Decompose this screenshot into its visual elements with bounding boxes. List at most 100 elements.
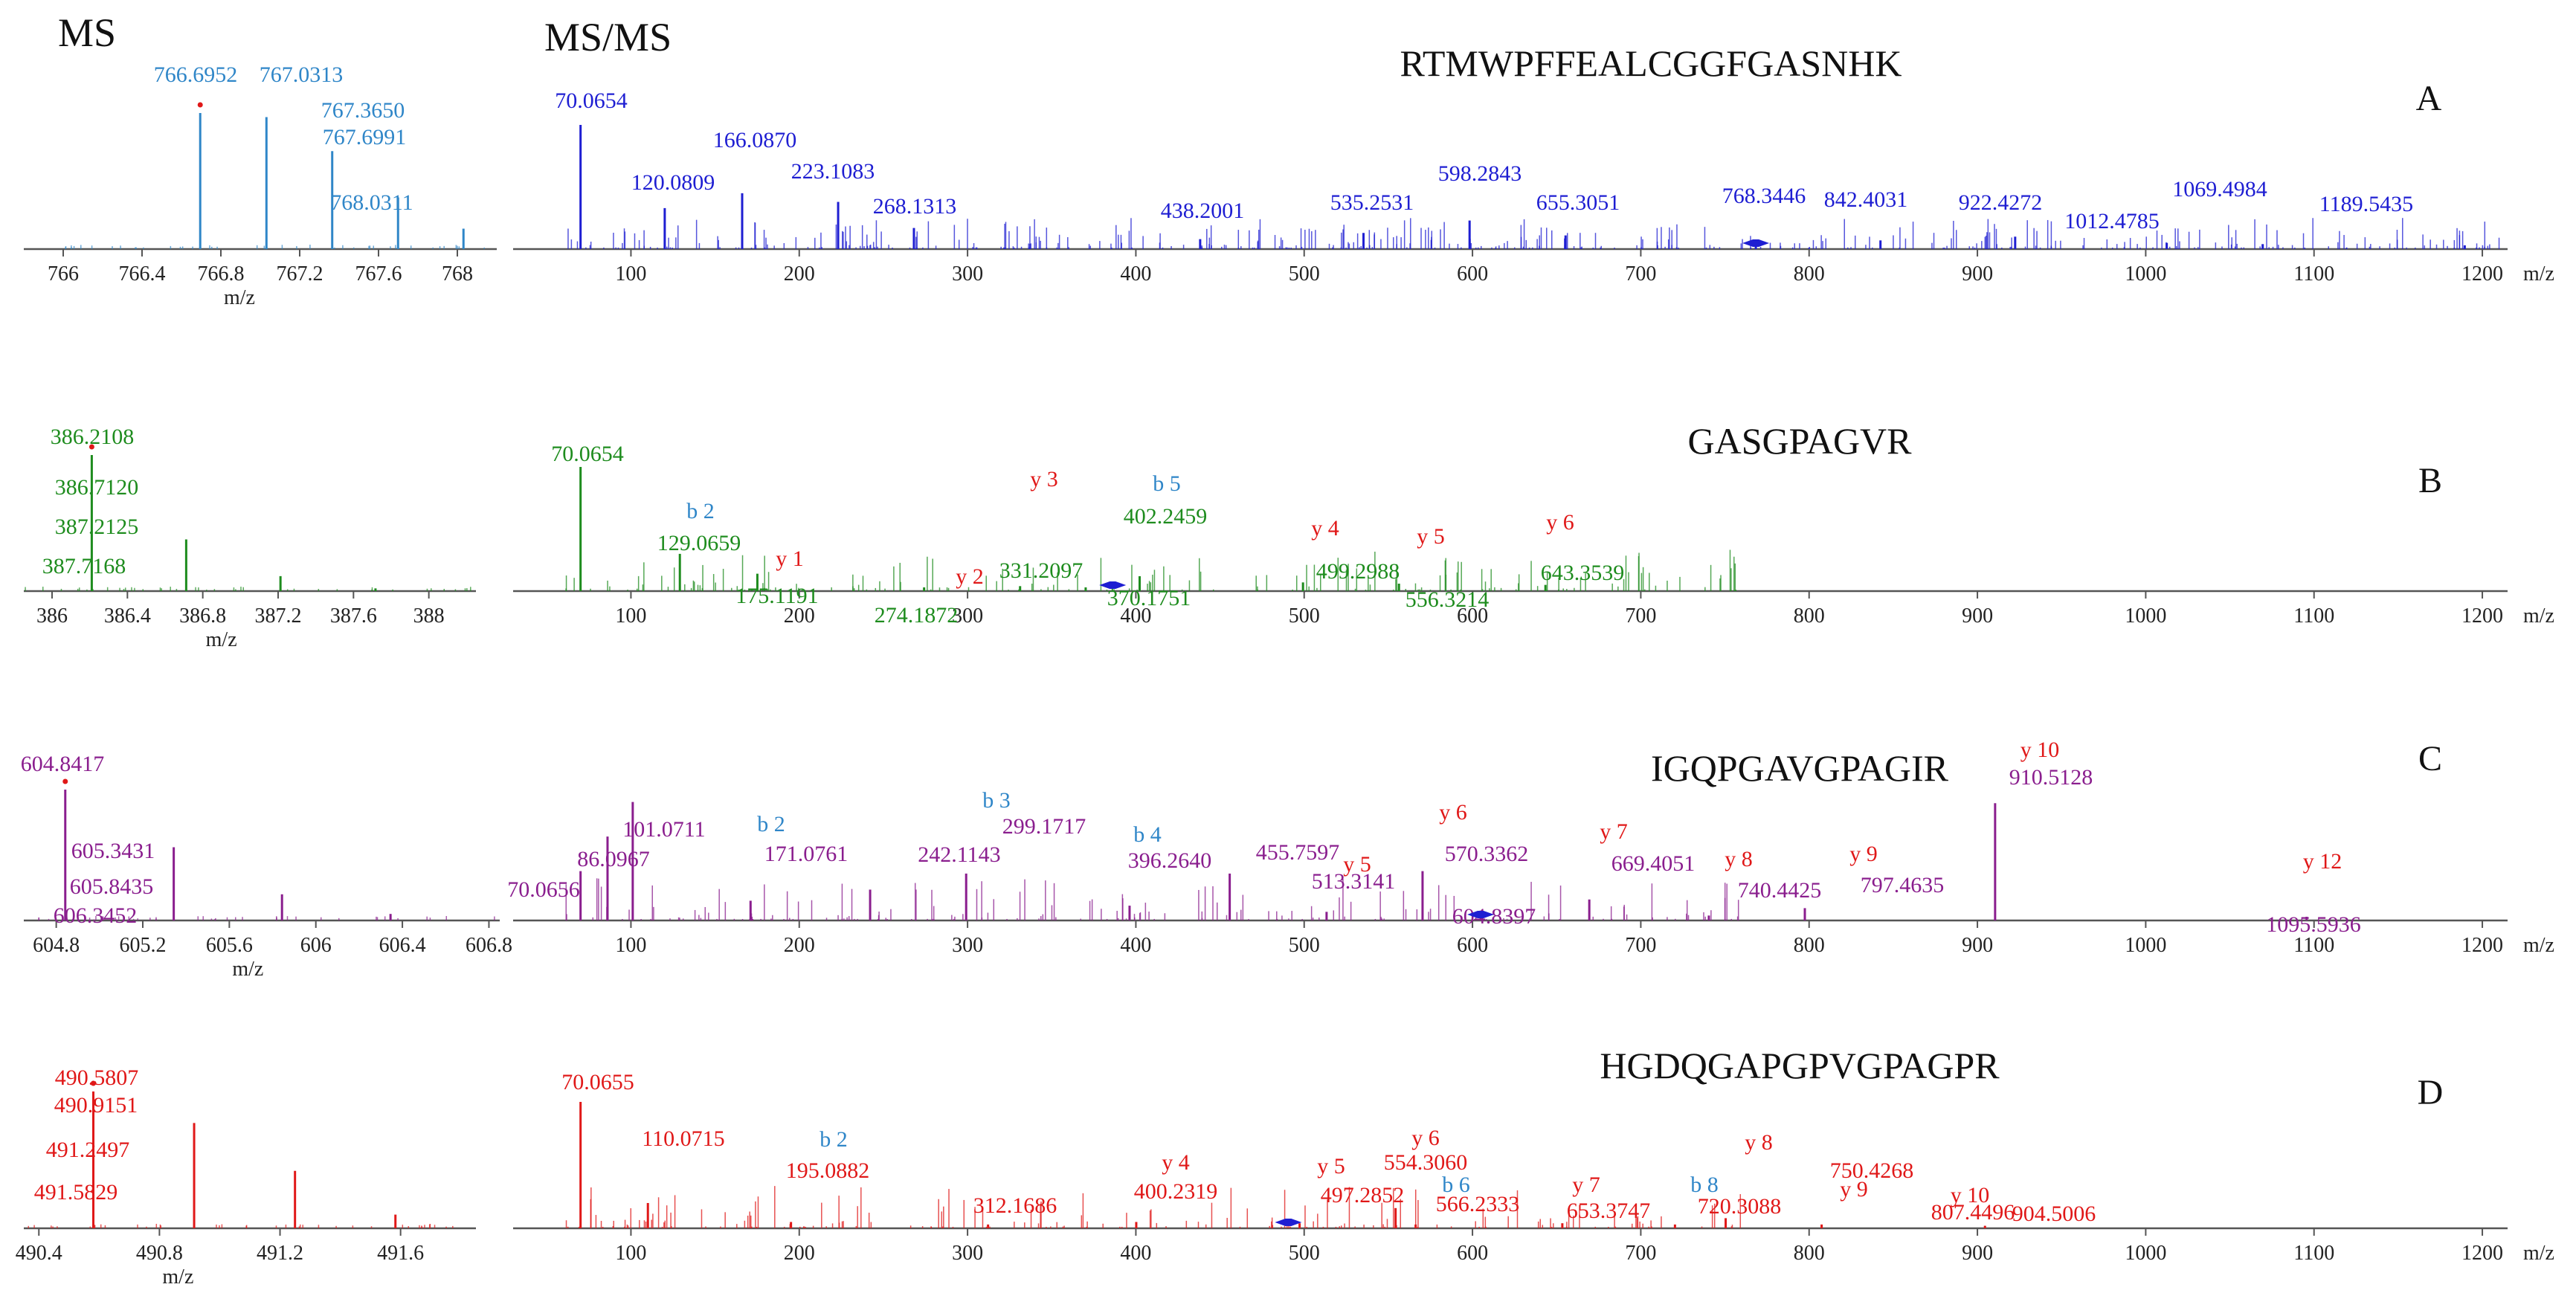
C-msms-peak-label: 396.2640: [1128, 848, 1212, 873]
D-ion-annotation: b 8: [1690, 1173, 1719, 1197]
C-msms-peak-label: 70.0656: [507, 877, 580, 902]
A-msms-peak-label: 1012.4785: [2064, 209, 2160, 233]
A-msms-tick-label: 200: [784, 262, 815, 286]
A-msms-tick-label: 700: [1625, 262, 1656, 286]
panel-C-msms: 100 200 300 400 500 600 700 800 900 1000 1100 1200 m…: [507, 738, 2554, 957]
D-ms-peak-label: 490.9151: [54, 1093, 138, 1118]
C-msms-tick-label: 600: [1457, 934, 1488, 957]
C-ion-annotation: y 7: [1600, 819, 1628, 844]
C-ms-xlabel: m/z: [232, 958, 263, 981]
A-msms-tick-label: 600: [1457, 262, 1488, 286]
C-ms-tick-label: 606.4: [379, 934, 426, 957]
D-ms-xlabel: m/z: [162, 1265, 193, 1289]
C-msms-tick-label: 500: [1289, 934, 1320, 957]
C-ion-annotation: y 9: [1849, 842, 1878, 866]
B-ms-xlabel: m/z: [206, 628, 237, 651]
A-msms-peak-label: 655.3051: [1536, 190, 1620, 215]
D-ion-annotation: y 4: [1162, 1150, 1190, 1175]
B-ion-annotation: y 4: [1311, 516, 1339, 541]
A-msms-peak-label: 535.2531: [1330, 190, 1414, 215]
A-ms-tick-label: 766.4: [119, 262, 166, 286]
A-ms-peak-label: 766.6952: [154, 62, 238, 87]
B-ms-peak-label: 387.2125: [55, 515, 139, 539]
B-msms-tick-label: 1000: [2125, 604, 2166, 628]
A-msms-peak-label: 268.1313: [873, 194, 957, 219]
C-ion-annotation: y 12: [2303, 849, 2342, 874]
A-msms-peak-label: 70.0654: [555, 88, 628, 113]
D-msms-peak-label: 400.2319: [1134, 1179, 1218, 1204]
B-msms-tick-label: 400: [1120, 604, 1151, 628]
A-ms-xlabel: m/z: [224, 286, 255, 309]
C-msms-tick-label: 1100: [2293, 934, 2334, 957]
B-msms-peak-label: 556.3214: [1405, 587, 1490, 612]
B-msms-peak-label: 499.2988: [1316, 559, 1400, 584]
C-ion-annotation: b 2: [757, 812, 785, 836]
C-msms-tick-label: 1200: [2461, 934, 2503, 957]
D-msms-peak-label: 720.3088: [1698, 1194, 1782, 1219]
A-msms-tick-label: 1200: [2461, 262, 2503, 286]
panel-B-ms: 386 386.4 386.8 387.2 387.6 388 m/z 386.2108 386…: [24, 425, 476, 651]
D-msms-peak-label: 904.5006: [2012, 1202, 2096, 1226]
B-msms-tick-label: 1200: [2461, 604, 2503, 628]
panel-A-ms: 766 766.4 766.8 767.2 767.6 768 m/z 766.6952 767…: [24, 62, 497, 309]
C-msms-peak-label: 1095.5936: [2266, 912, 2361, 937]
D-ms-peak-label: 491.5829: [34, 1180, 118, 1204]
B-msms-peak-label: 70.0654: [551, 442, 624, 466]
panel-letter-D: D: [2418, 1073, 2444, 1112]
panel-B-msms: 100 200 300 400 500 600 700 800 900 1000 1100 1200 m…: [513, 420, 2554, 628]
D-ion-annotation: b 6: [1442, 1173, 1470, 1197]
B-msms-xlabel: m/z: [2523, 604, 2554, 628]
B-ms-tick-label: 387.2: [255, 604, 302, 628]
D-msms-peak-label: 312.1686: [973, 1193, 1057, 1218]
B-msms-peak-label: 331.2097: [999, 558, 1083, 583]
C-msms-tick-label: 100: [615, 934, 646, 957]
D-msms-tick-label: 500: [1289, 1242, 1320, 1265]
B-msms-tick-label: 1100: [2293, 604, 2334, 628]
A-ms-peak-label: 767.6991: [323, 125, 407, 149]
C-msms-peak-label: 171.0761: [764, 842, 849, 866]
D-msms-tick-label: 600: [1457, 1242, 1488, 1265]
D-msms-peak-label: 497.2852: [1321, 1183, 1405, 1207]
A-msms-peak-label: 1189.5435: [2319, 192, 2413, 216]
C-msms-peak-label: 299.1717: [1002, 814, 1086, 839]
A-ms-peak-label: 767.3650: [321, 98, 405, 123]
B-msms-peak-label: 402.2459: [1124, 504, 1208, 529]
D-msms-peak-label: 195.0882: [786, 1158, 870, 1183]
D-ion-annotation: y 6: [1411, 1126, 1440, 1150]
panel-letter-A: A: [2416, 79, 2442, 118]
A-precursor-marker: [1742, 239, 1770, 247]
C-msms-peak-label: 910.5128: [2009, 765, 2093, 790]
D-ms-tick-label: 490.4: [16, 1242, 62, 1265]
C-ms-peak-label: 606.3452: [54, 903, 138, 928]
D-ion-annotation: y 10: [1951, 1183, 1990, 1207]
D-msms-tick-label: 100: [615, 1242, 646, 1265]
C-ion-annotation: y 6: [1439, 800, 1467, 825]
panel-A-msms: 100 200 300 400 500 600 700 800 900 1000 1100 1200 m…: [513, 42, 2554, 286]
C-ms-peak-label: 604.8417: [21, 752, 105, 776]
B-msms-peak-label: 370.1751: [1107, 586, 1191, 610]
C-msms-xlabel: m/z: [2523, 934, 2554, 957]
C-ms-tick-label: 605.6: [206, 934, 253, 957]
D-msms-peak-label: 566.2333: [1436, 1192, 1520, 1216]
C-msms-tick-label: 900: [1962, 934, 1993, 957]
D-ion-annotation: b 2: [820, 1127, 848, 1152]
A-msms-tick-label: 1000: [2125, 262, 2166, 286]
C-msms-peak-label: 455.7597: [1256, 840, 1340, 865]
C-ms-tick-label: 606.8: [466, 934, 512, 957]
C-ion-annotation: b 4: [1133, 822, 1162, 847]
B-msms-tick-label: 500: [1289, 604, 1320, 628]
A-msms-peak-label: 223.1083: [791, 159, 875, 184]
C-msms-peak-label: 513.3141: [1312, 869, 1396, 894]
B-precursor-marker: [1099, 581, 1127, 589]
D-msms-tick-label: 1000: [2125, 1242, 2166, 1265]
panel-letter-C: C: [2418, 739, 2442, 778]
C-ms-precursor-dot: [62, 778, 68, 784]
C-msms-peak-label: 669.4051: [1611, 851, 1696, 876]
B-ion-annotation: y 1: [776, 546, 804, 571]
A-msms-tick-label: 800: [1794, 262, 1825, 286]
A-msms-peak-label: 768.3446: [1722, 184, 1806, 208]
B-ms-tick-label: 386.4: [104, 604, 151, 628]
D-ion-annotation: y 7: [1572, 1173, 1600, 1197]
